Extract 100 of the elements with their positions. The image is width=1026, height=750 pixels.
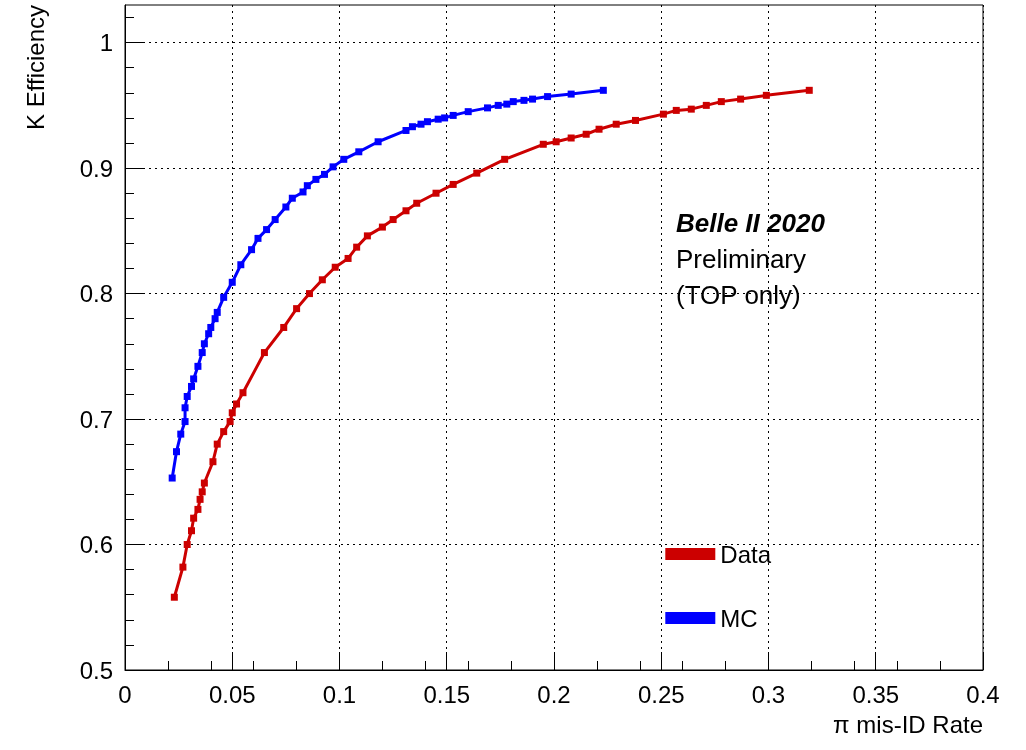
point [529,95,537,103]
point [434,115,442,123]
point [282,203,290,211]
x-tick-label: 0 [118,680,132,708]
point [200,479,208,487]
point [423,118,431,126]
y-tick-label: 0.8 [79,280,113,308]
point [329,163,337,171]
point [449,111,457,119]
point [226,418,234,426]
point [248,246,256,254]
point [183,392,191,400]
x-tick-label: 0.25 [637,680,685,708]
point [183,541,191,549]
x-tick-label: 0.05 [208,680,256,708]
point [194,505,202,513]
y-tick-label: 0.6 [79,531,113,559]
point [220,293,228,301]
point [659,110,667,118]
point [181,404,189,412]
point [220,428,228,436]
point [320,170,328,178]
point [233,400,241,408]
point [303,182,311,190]
point [213,308,221,316]
point [612,120,620,128]
point [340,155,348,163]
point [355,148,363,156]
point [187,527,195,535]
legend-label: MC [720,604,758,632]
point [582,130,590,138]
point [239,389,247,397]
point [179,563,187,571]
point [449,180,457,188]
x-tick-label: 0.15 [423,680,471,708]
point [737,95,745,103]
x-tick-label: 0.2 [537,680,571,708]
y-tick-label: 0.7 [79,405,113,433]
point [520,96,528,104]
point [672,106,680,114]
point [168,474,176,482]
point [717,98,725,106]
point [464,108,472,116]
point [228,278,236,286]
point [200,340,208,348]
point [213,440,221,448]
point [484,104,492,112]
y-tick-label: 0.9 [79,154,113,182]
y-axis-title: K Efficiency [21,5,49,130]
point [198,349,206,357]
point [413,199,421,207]
point [198,488,206,496]
point [417,120,425,128]
point [539,140,547,148]
point [172,448,180,456]
point [353,243,361,251]
point [305,290,313,298]
annotation: Preliminary [676,244,807,274]
point [363,232,371,240]
point [196,495,204,503]
point [209,458,217,466]
point [552,138,560,146]
point [567,134,575,142]
point [408,123,416,131]
x-tick-label: 0.1 [322,680,357,708]
point [702,101,710,109]
point [254,234,262,242]
point [177,430,185,438]
point [288,194,296,202]
point [271,216,279,224]
point [473,169,481,177]
point [494,101,502,109]
point [762,91,770,99]
point [187,382,195,390]
point [228,409,236,417]
point [194,362,202,370]
point [501,155,509,163]
point [389,216,397,224]
point [211,315,219,323]
point [205,330,213,338]
point [237,261,245,269]
point [190,375,198,383]
y-tick-label: 1 [99,29,113,57]
x-axis-title: π mis-ID Rate [833,710,983,738]
x-tick-label: 0.35 [852,680,900,708]
point [312,175,320,183]
point [293,305,301,313]
point [181,418,189,426]
point [280,323,288,331]
point [595,125,603,133]
point [318,276,326,284]
point [509,98,517,106]
point [299,188,307,196]
point [170,593,178,601]
point [805,86,813,94]
point [378,223,386,231]
annotation: Belle II 2020 [676,208,826,238]
point [190,514,198,522]
point [567,90,575,98]
point [344,254,352,262]
